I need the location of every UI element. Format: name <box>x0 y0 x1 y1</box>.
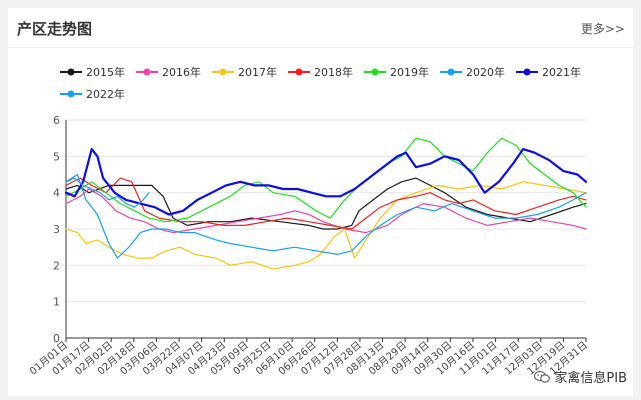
trend-line-chart: 2015年 2016年 2017年 2018年 2019年 2020年 2021年 2022年… <box>27 65 590 378</box>
header-divider <box>8 47 633 48</box>
legend-item[interactable]: 2017年 <box>212 65 277 79</box>
legend-marker <box>219 68 227 76</box>
legend-label: 2015年 <box>86 65 125 79</box>
legend-marker <box>523 68 531 76</box>
legend-label: 2021年 <box>542 65 581 79</box>
watermark: 家禽信息PIB <box>534 367 627 386</box>
legend-label: 2018年 <box>314 65 353 79</box>
series-line <box>64 148 588 216</box>
legend-item[interactable]: 2020年 <box>440 65 505 79</box>
legend-marker <box>371 68 379 76</box>
legend-marker <box>143 68 151 76</box>
legend-label: 2022年 <box>86 87 125 101</box>
legend-item[interactable]: 2015年 <box>60 65 125 79</box>
legend-item[interactable]: 2016年 <box>136 65 201 79</box>
more-link[interactable]: 更多>> <box>580 22 625 36</box>
series-line <box>65 177 150 208</box>
y-tick-label: 4 <box>53 187 60 200</box>
legend-item[interactable]: 2019年 <box>364 65 429 79</box>
legend-label: 2017年 <box>238 65 277 79</box>
legend-marker <box>67 90 75 98</box>
legend-label: 2020年 <box>466 65 505 79</box>
chart-legend: 2015年 2016年 2017年 2018年 2019年 2020年 2021年 2022年 <box>60 65 581 101</box>
y-tick-label: 0 <box>53 332 60 345</box>
legend-label: 2016年 <box>162 65 201 79</box>
series-line <box>65 188 587 234</box>
y-tick-label: 5 <box>53 150 60 163</box>
watermark-text: 家禽信息PIB <box>554 371 627 386</box>
legend-marker <box>447 68 455 76</box>
series-line <box>65 177 587 230</box>
series-line <box>65 137 587 223</box>
y-tick-label: 3 <box>53 223 60 236</box>
legend-item[interactable]: 2021年 <box>516 65 581 79</box>
legend-item[interactable]: 2018年 <box>288 65 353 79</box>
y-tick-label: 1 <box>53 296 60 309</box>
chart-axes: 012345601月01日01月17日02月02日02月18日03月06日03月… <box>27 114 590 378</box>
series-line <box>65 173 587 259</box>
y-tick-label: 6 <box>53 114 60 127</box>
legend-marker <box>295 68 303 76</box>
legend-marker <box>67 68 75 76</box>
series-line <box>65 177 587 230</box>
page-title: 产区走势图 <box>17 20 93 38</box>
y-tick-label: 2 <box>53 259 60 272</box>
series-line <box>65 181 587 270</box>
legend-label: 2019年 <box>390 65 429 79</box>
chart-series <box>64 137 588 270</box>
legend-item[interactable]: 2022年 <box>60 87 125 101</box>
wechat-icon <box>534 370 551 383</box>
